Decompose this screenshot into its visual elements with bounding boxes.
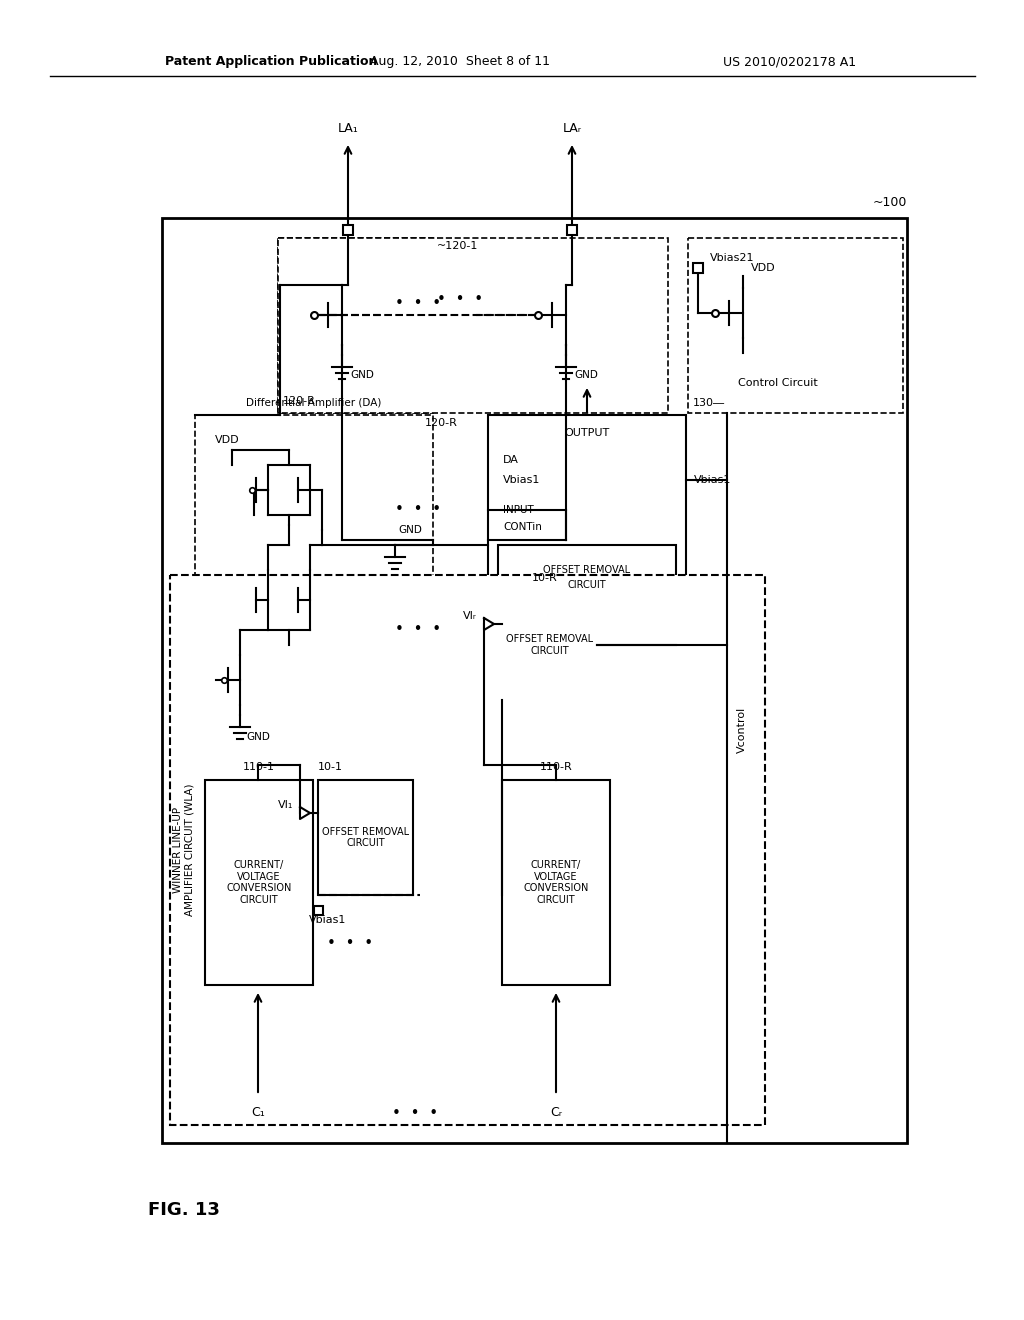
- Text: •  •  •: • • •: [395, 503, 441, 517]
- Text: 110-1: 110-1: [243, 762, 275, 772]
- Text: ~100: ~100: [872, 195, 907, 209]
- Bar: [488, 414, 686, 725]
- Text: Cᵣ: Cᵣ: [550, 1106, 562, 1119]
- Text: 10-R: 10-R: [531, 573, 557, 583]
- Text: CIRCUIT: CIRCUIT: [567, 579, 606, 590]
- Bar: [162, 218, 907, 1143]
- Bar: [693, 263, 703, 273]
- Text: Vbias1: Vbias1: [503, 475, 541, 484]
- Bar: [278, 238, 668, 413]
- Text: OFFSET REMOVAL
CIRCUIT: OFFSET REMOVAL CIRCUIT: [506, 634, 593, 656]
- Bar: [567, 224, 577, 235]
- Text: VDD: VDD: [215, 436, 240, 445]
- Text: CONTin: CONTin: [503, 521, 542, 532]
- Text: Vbias1: Vbias1: [309, 915, 347, 925]
- Text: VIᵣ: VIᵣ: [463, 611, 477, 620]
- Text: Vbias1: Vbias1: [694, 475, 731, 484]
- Bar: [343, 224, 353, 235]
- Text: US 2010/0202178 A1: US 2010/0202178 A1: [723, 55, 856, 69]
- Text: OFFSET REMOVAL: OFFSET REMOVAL: [544, 565, 631, 576]
- Text: GND: GND: [574, 370, 598, 380]
- Text: 130―: 130―: [693, 399, 725, 408]
- Text: OFFSET REMOVAL
CIRCUIT: OFFSET REMOVAL CIRCUIT: [322, 826, 409, 849]
- Bar: [498, 545, 676, 700]
- Text: •  •  •: • • •: [327, 936, 373, 952]
- Polygon shape: [484, 618, 494, 630]
- Text: VDD: VDD: [751, 263, 775, 273]
- Text: 120-R: 120-R: [283, 396, 315, 407]
- Text: CURRENT/
VOLTAGE
CONVERSION
CIRCUIT: CURRENT/ VOLTAGE CONVERSION CIRCUIT: [523, 861, 589, 906]
- Bar: [502, 590, 597, 700]
- Text: INPUT: INPUT: [503, 506, 534, 515]
- Bar: [278, 238, 433, 413]
- Text: DA: DA: [503, 455, 519, 465]
- Bar: [688, 238, 903, 413]
- Text: 110-R: 110-R: [540, 762, 572, 772]
- Text: GND: GND: [350, 370, 374, 380]
- Text: LAᵣ: LAᵣ: [562, 121, 582, 135]
- Text: 120-R: 120-R: [425, 418, 458, 428]
- Text: Control Circuit: Control Circuit: [738, 378, 818, 388]
- Text: •  •  •: • • •: [395, 296, 441, 310]
- Text: ~120-1: ~120-1: [437, 242, 478, 251]
- Text: Aug. 12, 2010  Sheet 8 of 11: Aug. 12, 2010 Sheet 8 of 11: [370, 55, 550, 69]
- Text: C₁: C₁: [251, 1106, 265, 1119]
- Bar: [205, 780, 313, 985]
- Bar: [318, 780, 413, 895]
- Text: LA₁: LA₁: [338, 121, 358, 135]
- Bar: [313, 906, 323, 915]
- Bar: [502, 780, 610, 985]
- Bar: [195, 414, 433, 741]
- Text: •  •  •: • • •: [395, 623, 441, 638]
- Text: OUTPUT: OUTPUT: [564, 428, 609, 438]
- Text: VI₁: VI₁: [279, 800, 294, 810]
- Text: WINNER LINE-UP
AMPLIFIER CIRCUIT (WLA): WINNER LINE-UP AMPLIFIER CIRCUIT (WLA): [173, 784, 195, 916]
- Text: CURRENT/
VOLTAGE
CONVERSION
CIRCUIT: CURRENT/ VOLTAGE CONVERSION CIRCUIT: [226, 861, 292, 906]
- Text: FIG. 13: FIG. 13: [148, 1201, 220, 1218]
- Text: •  •  •: • • •: [392, 1106, 438, 1121]
- Text: •  •  •: • • •: [437, 293, 483, 308]
- Polygon shape: [300, 807, 310, 818]
- Text: GND: GND: [246, 733, 270, 742]
- Text: Vcontrol: Vcontrol: [737, 708, 746, 754]
- Text: 10-1: 10-1: [317, 762, 342, 772]
- Text: GND: GND: [398, 525, 422, 535]
- Text: Patent Application Publication: Patent Application Publication: [165, 55, 378, 69]
- Bar: [170, 576, 765, 1125]
- Text: Vbias21: Vbias21: [710, 253, 755, 263]
- Text: Differential Amplifier (DA): Differential Amplifier (DA): [247, 399, 382, 408]
